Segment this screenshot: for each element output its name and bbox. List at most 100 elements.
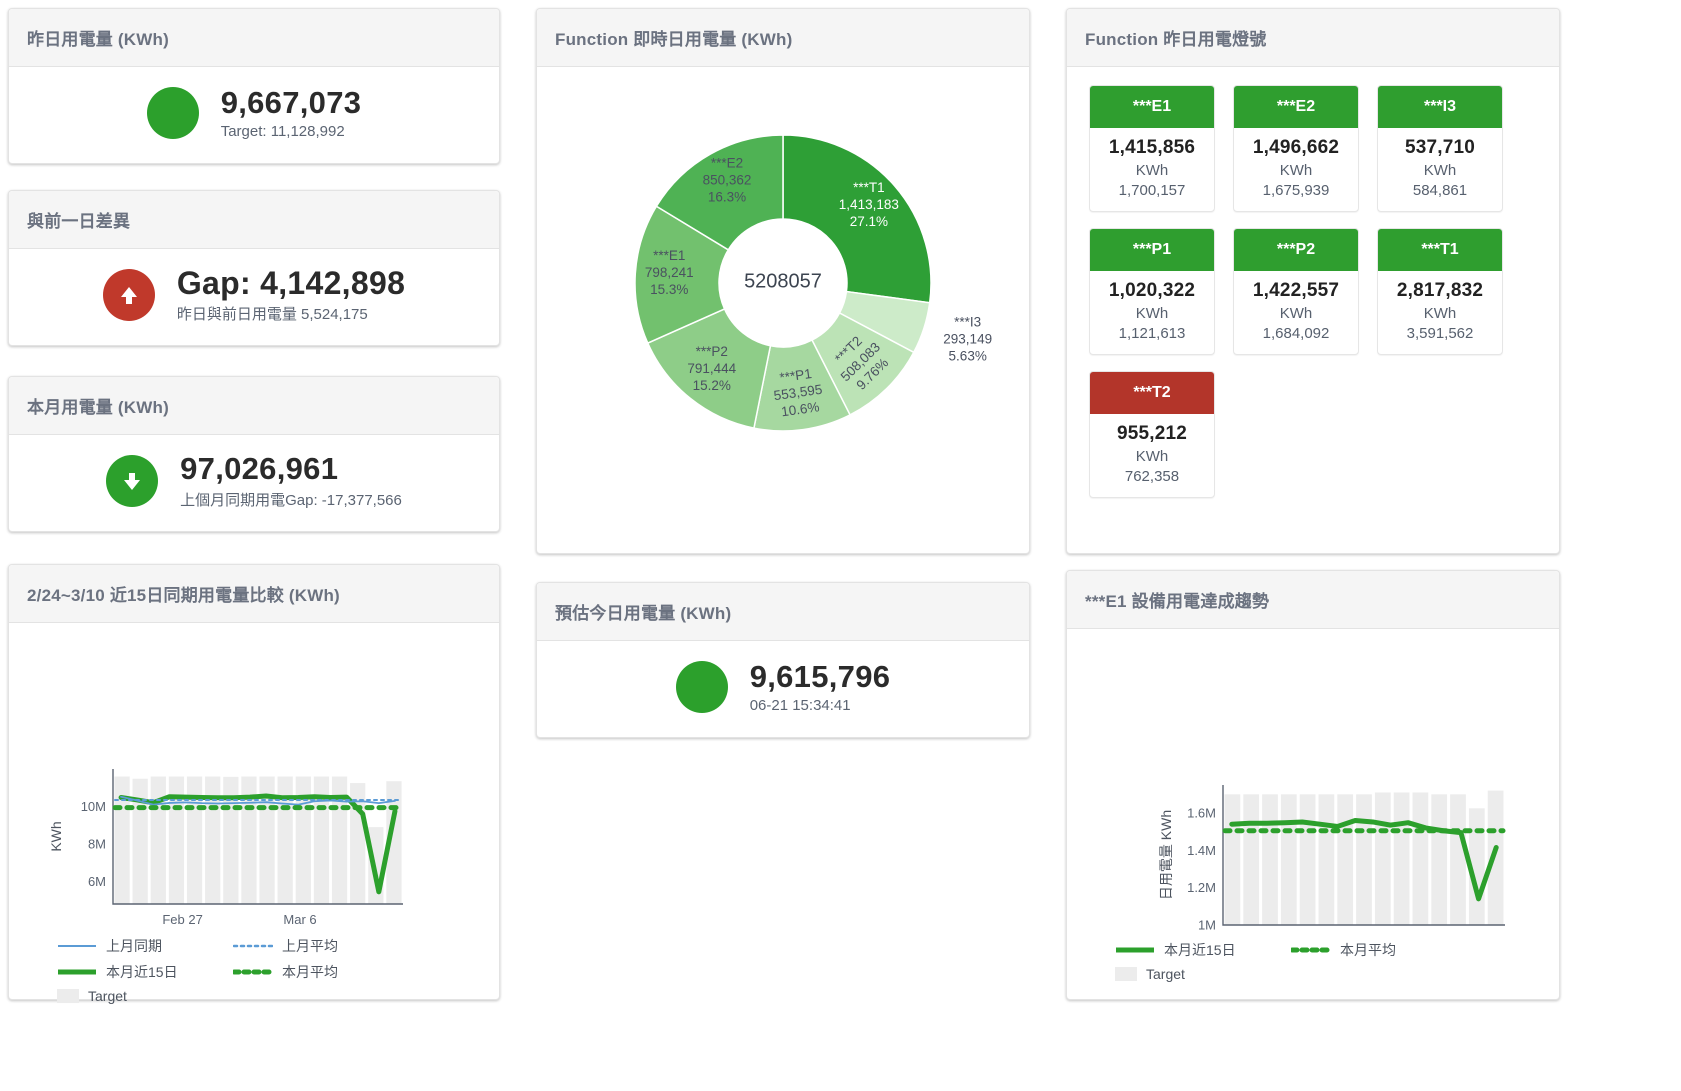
y-axis-title: 日用電量 KWh bbox=[1158, 810, 1174, 900]
status-circle-icon bbox=[675, 660, 728, 713]
donut-slice[interactable] bbox=[634, 205, 730, 345]
kpi-detail: 上個月同期用電Gap: -17,377,566 bbox=[180, 491, 402, 509]
light-tile-unit: KWh bbox=[1135, 448, 1169, 465]
donut-slice-label: ***I3 293,149 5.63% bbox=[943, 314, 992, 363]
target-bar bbox=[1318, 794, 1335, 925]
card-trend-chart: ***E1 設備用電達成趨勢 1M1.2M1.4M1.6MFeb 26Mar 1… bbox=[1066, 570, 1560, 1000]
light-tile-name: ***E2 bbox=[1234, 86, 1358, 128]
legend-swatch-bar bbox=[1115, 967, 1137, 981]
light-tile[interactable]: ***E1 1,415,856 KWh 1,700,157 bbox=[1089, 85, 1215, 212]
card-light-status: Function 昨日用電燈號 ***E1 1,415,856 KWh 1,700,1… bbox=[1066, 8, 1560, 554]
light-tile-name: ***T2 bbox=[1090, 372, 1214, 414]
donut-slice-label: ***E1 798,241 15.3% bbox=[645, 248, 694, 297]
light-tile-unit: KWh bbox=[1423, 305, 1457, 322]
y-axis-tick-label: 1.4M bbox=[1187, 843, 1216, 858]
x-axis-tick-label: Mar 6 bbox=[283, 912, 316, 927]
y-axis-title: KWh bbox=[48, 821, 64, 851]
y-axis-tick-label: 8M bbox=[88, 837, 106, 852]
target-bar bbox=[1280, 794, 1297, 925]
donut-slice-label: ***P1553,59510.6% bbox=[770, 365, 825, 420]
light-tile-grid: ***E1 1,415,856 KWh 1,700,157 ***E2 1,496,662… bbox=[1067, 67, 1559, 516]
legend-label: Target bbox=[1146, 966, 1185, 982]
legend-item[interactable]: 上月平均 bbox=[233, 936, 383, 956]
legend-swatch-dotted bbox=[1291, 947, 1331, 953]
light-tile-unit: KWh bbox=[1423, 162, 1457, 179]
legend-label: 本月平均 bbox=[282, 964, 338, 980]
target-bar bbox=[386, 781, 402, 904]
x-axis-tick-label: Feb 27 bbox=[162, 912, 202, 927]
card-day-difference: 與前一日差異 Gap: 4,142,898 昨日與前日用電量 5,524,175 bbox=[8, 190, 500, 346]
trend-chart-legend: 本月近15日 本月平均 Target bbox=[1075, 938, 1551, 982]
light-tile-value: 955,212 bbox=[1116, 423, 1188, 444]
donut-slice[interactable] bbox=[655, 134, 784, 251]
target-bar bbox=[1224, 794, 1241, 925]
light-tile-unit: KWh bbox=[1279, 162, 1313, 179]
arrow-down-icon bbox=[106, 454, 159, 507]
donut-slice-label: ***T1 1,413,183 27.1% bbox=[839, 180, 899, 229]
light-tile[interactable]: ***P1 1,020,322 KWh 1,121,613 bbox=[1089, 228, 1215, 355]
light-tile-value: 1,496,662 bbox=[1252, 137, 1340, 158]
card-title: 昨日用電量 (KWh) bbox=[9, 9, 499, 67]
light-tile-value: 1,020,322 bbox=[1108, 280, 1196, 301]
legend-label: 本月近15日 bbox=[106, 964, 178, 980]
compare-chart-svg: 6M 8M 10M Feb 27 Mar 6 KWh bbox=[48, 769, 404, 927]
target-bar bbox=[1356, 794, 1372, 925]
card-title: Function 昨日用電燈號 bbox=[1067, 9, 1559, 67]
y-axis-tick-label: 10M bbox=[81, 799, 106, 814]
legend-item[interactable]: 本月平均 bbox=[233, 962, 383, 982]
arrow-up-icon bbox=[102, 268, 155, 321]
legend-swatch-dotted bbox=[233, 969, 273, 975]
card-title: 本月用電量 (KWh) bbox=[9, 377, 499, 435]
legend-swatch-line bbox=[1116, 947, 1154, 953]
legend-label: 本月近15日 bbox=[1164, 942, 1236, 958]
legend-item[interactable]: 上月同期 bbox=[57, 936, 207, 956]
donut-slice-label: ***E2 850,362 16.3% bbox=[703, 156, 752, 205]
target-bar bbox=[1431, 794, 1448, 925]
y-axis-tick-label: 1.2M bbox=[1187, 880, 1216, 895]
card-title: 預估今日用電量 (KWh) bbox=[537, 583, 1029, 641]
light-tile-target: 1,700,157 bbox=[1118, 182, 1186, 199]
light-tile-name: ***I3 bbox=[1378, 86, 1502, 128]
donut-svg: ***T1 1,413,183 27.1%***I3 293,149 5.63%***T… bbox=[634, 134, 992, 432]
legend-swatch-line bbox=[58, 945, 96, 947]
light-tile-target: 3,591,562 bbox=[1406, 325, 1474, 342]
light-tile[interactable]: ***T2 955,212 KWh 762,358 bbox=[1089, 371, 1215, 498]
light-tile[interactable]: ***E2 1,496,662 KWh 1,675,939 bbox=[1233, 85, 1359, 212]
card-title: 2/24~3/10 近15日同期用電量比較 (KWh) bbox=[9, 565, 499, 623]
legend-label: 上月平均 bbox=[282, 938, 338, 954]
donut-slice-label: ***P2 791,444 15.2% bbox=[687, 344, 736, 393]
light-tile-name: ***P1 bbox=[1090, 229, 1214, 271]
light-tile-value: 1,422,557 bbox=[1252, 280, 1340, 301]
card-title: Function 即時日用電量 (KWh) bbox=[537, 9, 1029, 67]
light-tile-unit: KWh bbox=[1135, 305, 1169, 322]
legend-item[interactable]: Target bbox=[1115, 966, 1265, 982]
target-bar bbox=[1393, 792, 1410, 925]
chart-axes bbox=[112, 769, 403, 905]
legend-item[interactable]: 本月平均 bbox=[1291, 940, 1441, 960]
light-tile[interactable]: ***I3 537,710 KWh 584,861 bbox=[1377, 85, 1503, 212]
card-compare-chart: 2/24~3/10 近15日同期用電量比較 (KWh) 6M 8M 10M Feb 2… bbox=[8, 564, 500, 1004]
target-bar bbox=[1337, 794, 1354, 925]
light-tile-target: 1,121,613 bbox=[1118, 325, 1186, 342]
light-tile-name: ***E1 bbox=[1090, 86, 1214, 128]
legend-item[interactable]: Target bbox=[57, 988, 207, 1004]
legend-swatch-line bbox=[58, 969, 96, 975]
legend-item[interactable]: 本月近15日 bbox=[57, 962, 207, 982]
donut-slice[interactable] bbox=[782, 134, 932, 304]
kpi-detail: 昨日與前日用電量 5,524,175 bbox=[176, 306, 368, 324]
target-bar bbox=[1450, 794, 1466, 925]
target-bar bbox=[1262, 794, 1278, 925]
light-tile-unit: KWh bbox=[1135, 162, 1169, 179]
target-bar bbox=[1487, 790, 1504, 925]
light-tile-value: 1,415,856 bbox=[1108, 137, 1196, 158]
light-tile-value: 537,710 bbox=[1404, 137, 1476, 158]
status-circle-icon bbox=[146, 86, 199, 139]
legend-swatch-bar bbox=[57, 989, 79, 1003]
target-bar bbox=[1374, 792, 1391, 925]
light-tile[interactable]: ***T1 2,817,832 KWh 3,591,562 bbox=[1377, 228, 1503, 355]
legend-item[interactable]: 本月近15日 bbox=[1115, 940, 1265, 960]
light-tile-target: 1,675,939 bbox=[1262, 182, 1330, 199]
light-tile[interactable]: ***P2 1,422,557 KWh 1,684,092 bbox=[1233, 228, 1359, 355]
light-tile-target: 584,861 bbox=[1412, 182, 1468, 199]
